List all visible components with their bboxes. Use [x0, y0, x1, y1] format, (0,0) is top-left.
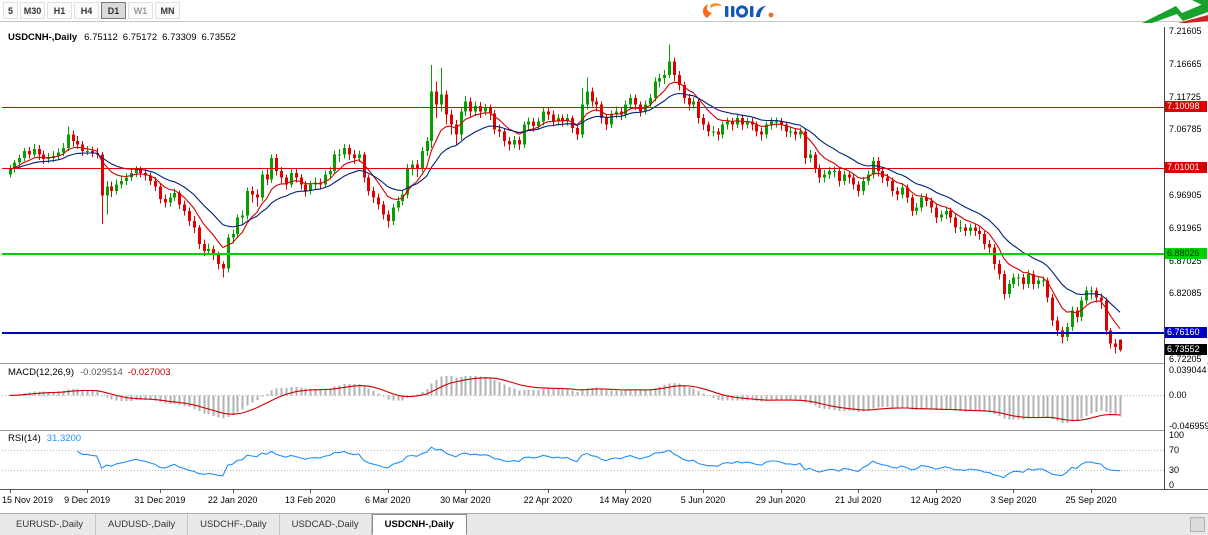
price-axis-label: 7.06785: [1169, 124, 1202, 135]
time-axis-tick: [233, 490, 234, 493]
chart-tab-bar: EURUSD-,Daily AUDUSD-,Daily USDCHF-,Daily U…: [0, 513, 1208, 535]
rsi-value: 31.3200: [46, 433, 82, 444]
level-price-label: 7.10098: [1165, 101, 1207, 113]
time-axis[interactable]: 15 Nov 2019 9 Dec 2019 31 Dec 2019 22 Jan 2…: [0, 490, 1208, 512]
candlestick-plot[interactable]: [2, 27, 1164, 363]
time-axis-tick: [10, 490, 11, 493]
time-axis-label: 9 Dec 2019: [64, 495, 111, 505]
time-axis-label: 22 Apr 2020: [523, 495, 573, 505]
macd-axis-label: 0.039044: [1169, 365, 1207, 375]
chart-tab-usdchf[interactable]: USDCHF-,Daily: [188, 514, 280, 535]
macd-plot[interactable]: [2, 364, 1164, 430]
promo-arrow-shapes: [1142, 0, 1208, 23]
chart-tab-audusd[interactable]: AUDUSD-,Daily: [96, 514, 189, 535]
time-axis-label: 3 Sep 2020: [990, 495, 1037, 505]
time-axis-label: 31 Dec 2019: [134, 495, 186, 505]
time-axis-tick: [781, 490, 782, 493]
close-value: 6.73552: [201, 32, 236, 43]
time-axis-tick: [548, 490, 549, 493]
timeframe-button-mn[interactable]: MN: [155, 2, 180, 19]
timeframe-button-d1[interactable]: D1: [101, 2, 126, 19]
price-axis-label: 6.87025: [1169, 255, 1202, 266]
time-axis-tick: [625, 490, 626, 493]
chart-tab-usdcad[interactable]: USDCAD-,Daily: [280, 514, 372, 535]
time-axis-tick: [310, 490, 311, 493]
chart-tab-eurusd[interactable]: EURUSD-,Daily: [4, 514, 97, 535]
level-price-label: 7.01001: [1165, 161, 1207, 173]
broker-logo-graphic: [702, 3, 774, 18]
price-axis-label: 7.11725: [1169, 91, 1201, 102]
time-axis-label: 13 Feb 2020: [284, 495, 336, 505]
macd-axis-label: 0.00: [1169, 390, 1187, 401]
open-value: 6.75112: [84, 32, 118, 43]
rsi-indicator-label: RSI(14) 31.3200: [8, 433, 81, 444]
price-axis-label: 7.16665: [1169, 58, 1202, 69]
time-axis-label: 12 Aug 2020: [910, 495, 962, 505]
time-axis-tick: [703, 490, 704, 493]
price-axis-label: 6.82085: [1169, 288, 1202, 299]
rsi-name: RSI(14): [8, 433, 41, 444]
time-axis-label: 29 Jun 2020: [755, 495, 806, 505]
timeframe-button-5[interactable]: 5: [3, 2, 18, 19]
rsi-panel-splitter[interactable]: [0, 430, 1208, 431]
time-axis-line: [0, 489, 1208, 490]
price-axis-label: 6.72205: [1169, 353, 1202, 364]
chart-tab-usdcnh[interactable]: USDCNH-,Daily: [371, 514, 467, 535]
timeframe-button-w1[interactable]: W1: [128, 2, 153, 19]
timeframe-button-m30[interactable]: M30: [20, 2, 45, 19]
period-toolbar: 5 M30 H1 H4 D1 W1 MN: [0, 0, 1208, 23]
time-axis-tick: [1013, 490, 1014, 493]
rsi-plot[interactable]: [2, 431, 1164, 489]
time-axis-label: 14 May 2020: [599, 495, 652, 505]
time-axis-label: 6 Mar 2020: [365, 495, 411, 505]
high-value: 6.75172: [122, 32, 158, 43]
chart-window[interactable]: USDCNH-,Daily 6.75112 6.75172 6.73309 6.7355…: [0, 23, 1208, 535]
price-axis-label: 6.96905: [1169, 189, 1202, 200]
rsi-axis-label: 30: [1169, 465, 1180, 475]
rsi-axis-label: 70: [1169, 445, 1180, 455]
macd-signal-value: -0.027003: [127, 367, 171, 378]
macd-name: MACD(12,26,9): [8, 367, 74, 378]
time-axis-tick: [388, 490, 389, 493]
macd-axis-label: -0.046959: [1169, 421, 1208, 431]
broker-logo: [698, 1, 794, 21]
time-axis-label: 5 Jun 2020: [680, 495, 726, 505]
time-axis-tick: [1091, 490, 1092, 493]
time-axis-label: 30 Mar 2020: [440, 495, 491, 505]
ohlc-info-line: USDCNH-,Daily 6.75112 6.75172 6.73309 6.7355…: [8, 32, 241, 43]
rsi-axis-label: 0: [1169, 480, 1175, 490]
time-axis-tick: [858, 490, 859, 493]
price-axis-label: 6.91965: [1169, 222, 1202, 233]
symbol-period-label: USDCNH-,Daily: [8, 32, 78, 43]
time-axis-label: 22 Jan 2020: [207, 495, 258, 505]
macd-panel-splitter[interactable]: [0, 363, 1208, 364]
low-value: 6.73309: [162, 32, 197, 43]
time-axis-label: 15 Nov 2019: [2, 495, 54, 505]
price-axis-label: 7.21605: [1169, 25, 1202, 36]
window-gripper[interactable]: [1190, 517, 1205, 532]
promo-arrow-graphic: [1136, 0, 1208, 23]
time-axis-label: 21 Jul 2020: [834, 495, 882, 505]
macd-indicator-label: MACD(12,26,9) -0.029514 -0.027003: [8, 367, 171, 378]
rsi-axis-label: 100: [1169, 430, 1185, 440]
current-price-label: 6.73552: [1165, 344, 1207, 356]
level-price-label: 6.76160: [1165, 326, 1207, 338]
time-axis-label: 25 Sep 2020: [1065, 495, 1117, 505]
timeframe-button-h1[interactable]: H1: [47, 2, 72, 19]
timeframe-button-group: 5 M30 H1 H4 D1 W1 MN: [2, 2, 181, 19]
time-axis-tick: [465, 490, 466, 493]
time-axis-tick: [936, 490, 937, 493]
timeframe-button-h4[interactable]: H4: [74, 2, 99, 19]
time-axis-tick: [160, 490, 161, 493]
time-axis-tick: [87, 490, 88, 493]
macd-value: -0.029514: [80, 367, 123, 378]
level-price-label: 6.88026: [1165, 247, 1207, 259]
